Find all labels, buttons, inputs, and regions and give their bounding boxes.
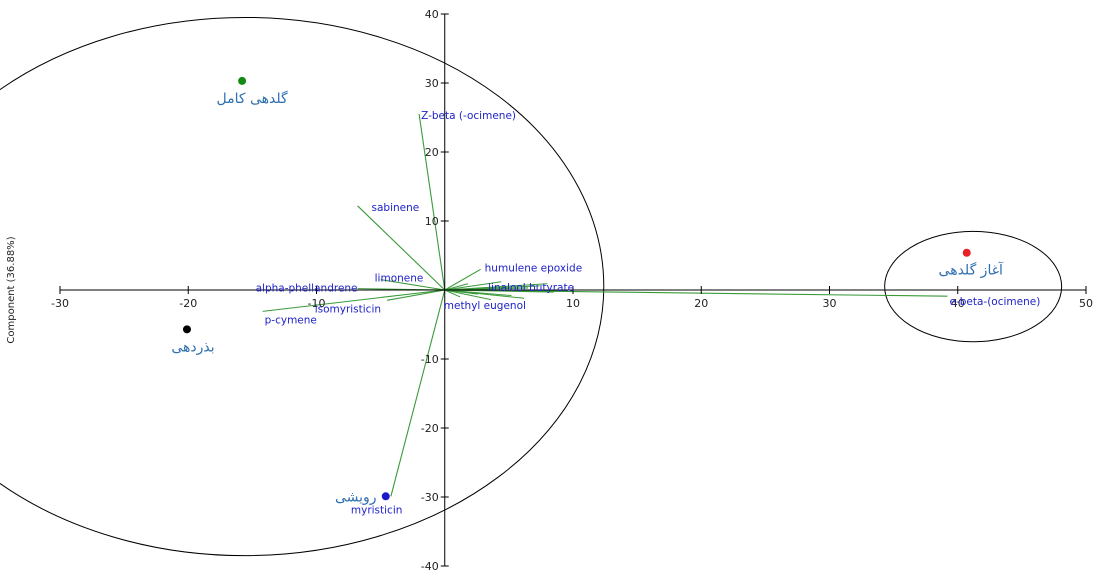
y-tick-label: 40 xyxy=(425,8,439,21)
x-tick-label: -30 xyxy=(51,297,69,310)
loading-label-3: limonene xyxy=(375,273,424,285)
loading-label-1: Z-beta (-ocimene) xyxy=(421,110,516,122)
loading-labels: Z-beta (-ocimene) sabinene limonene alpha-p… xyxy=(256,110,1041,516)
x-tick-label: 20 xyxy=(694,297,708,310)
x-tick-label: 10 xyxy=(566,297,580,310)
sample-point-2 xyxy=(962,248,971,257)
sample-point-1 xyxy=(238,76,247,85)
loading-vector-11 xyxy=(390,289,446,497)
cluster-ellipse-1 xyxy=(0,17,605,557)
loading-vector-minor-9 xyxy=(444,283,548,291)
loading-label-2: sabinene xyxy=(372,202,420,214)
y-tick-label: 20 xyxy=(425,146,439,159)
loading-vector-10 xyxy=(444,289,948,297)
loading-label-11: myristicin xyxy=(351,504,403,516)
loading-label-10: e-beta-(ocimene) xyxy=(949,296,1040,308)
loading-vector-1 xyxy=(418,113,446,291)
axes xyxy=(59,13,1087,567)
loading-vector-minor-10 xyxy=(444,289,461,298)
loading-vector-minor-6 xyxy=(444,281,502,291)
sample-point-4 xyxy=(381,492,390,501)
cluster-ellipses xyxy=(0,17,1063,557)
y-tick-label: -10 xyxy=(421,353,439,366)
loading-label-8: linalool butyrate xyxy=(488,282,574,294)
x-tick-label: -10 xyxy=(308,297,326,310)
y-tick-label: -40 xyxy=(421,560,439,573)
loading-vector-2 xyxy=(357,205,446,291)
loading-label-7: humulene epoxide xyxy=(485,262,583,274)
loading-vectors xyxy=(262,113,948,497)
loading-vector-minor-8 xyxy=(444,289,479,295)
loading-label-5: isomyristicin xyxy=(315,303,381,315)
y-tick-label: -20 xyxy=(421,422,439,435)
loading-vector-6 xyxy=(262,289,445,312)
sample-points: گلدهی کامل آغاز گلدهی بذردهی رویشی xyxy=(171,76,1004,505)
loading-vector-minor-3 xyxy=(444,289,492,301)
x-tick-label: 50 xyxy=(1079,297,1093,310)
x-tick-label: 40 xyxy=(951,297,965,310)
y-tick-label: 10 xyxy=(425,215,439,228)
sample-label-3: بذردهی xyxy=(171,339,214,355)
loading-vector-5 xyxy=(386,289,445,301)
x-tick-label: -20 xyxy=(179,297,197,310)
y-tick-label: -30 xyxy=(421,491,439,504)
y-tick-label: 30 xyxy=(425,77,439,90)
x-tick-label: 30 xyxy=(823,297,837,310)
sample-label-4: رویشی xyxy=(335,489,377,505)
loading-label-4: alpha-phellandrene xyxy=(256,283,358,295)
loading-label-9: methyl eugenol xyxy=(444,300,526,312)
sample-point-3 xyxy=(182,325,191,334)
loading-vector-7 xyxy=(444,268,481,291)
sample-label-2: آغاز گلدهی xyxy=(939,262,1004,279)
loading-vector-3 xyxy=(380,279,445,291)
cluster-ellipse-2 xyxy=(884,230,1063,343)
loading-label-6: p-cymene xyxy=(265,314,317,326)
sample-label-1: گلدهی کامل xyxy=(217,90,289,107)
tick-labels: -30 -20 -10 10 20 30 40 50 -40 -30 -20 -10 10 20 30 40 xyxy=(51,8,1093,573)
y-axis-label: Component (36.88%) xyxy=(6,236,17,343)
